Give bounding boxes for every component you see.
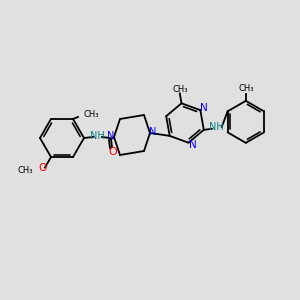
- Text: CH₃: CH₃: [238, 84, 254, 93]
- Text: NH: NH: [209, 122, 224, 132]
- Text: NH: NH: [90, 131, 104, 141]
- Text: CH₃: CH₃: [17, 166, 33, 175]
- Text: N: N: [200, 103, 208, 113]
- Text: O: O: [39, 164, 47, 173]
- Text: N: N: [107, 131, 115, 141]
- Text: O: O: [109, 147, 117, 157]
- Text: N: N: [149, 127, 157, 137]
- Text: CH₃: CH₃: [83, 110, 98, 119]
- Text: CH₃: CH₃: [172, 85, 188, 94]
- Text: N: N: [189, 140, 196, 150]
